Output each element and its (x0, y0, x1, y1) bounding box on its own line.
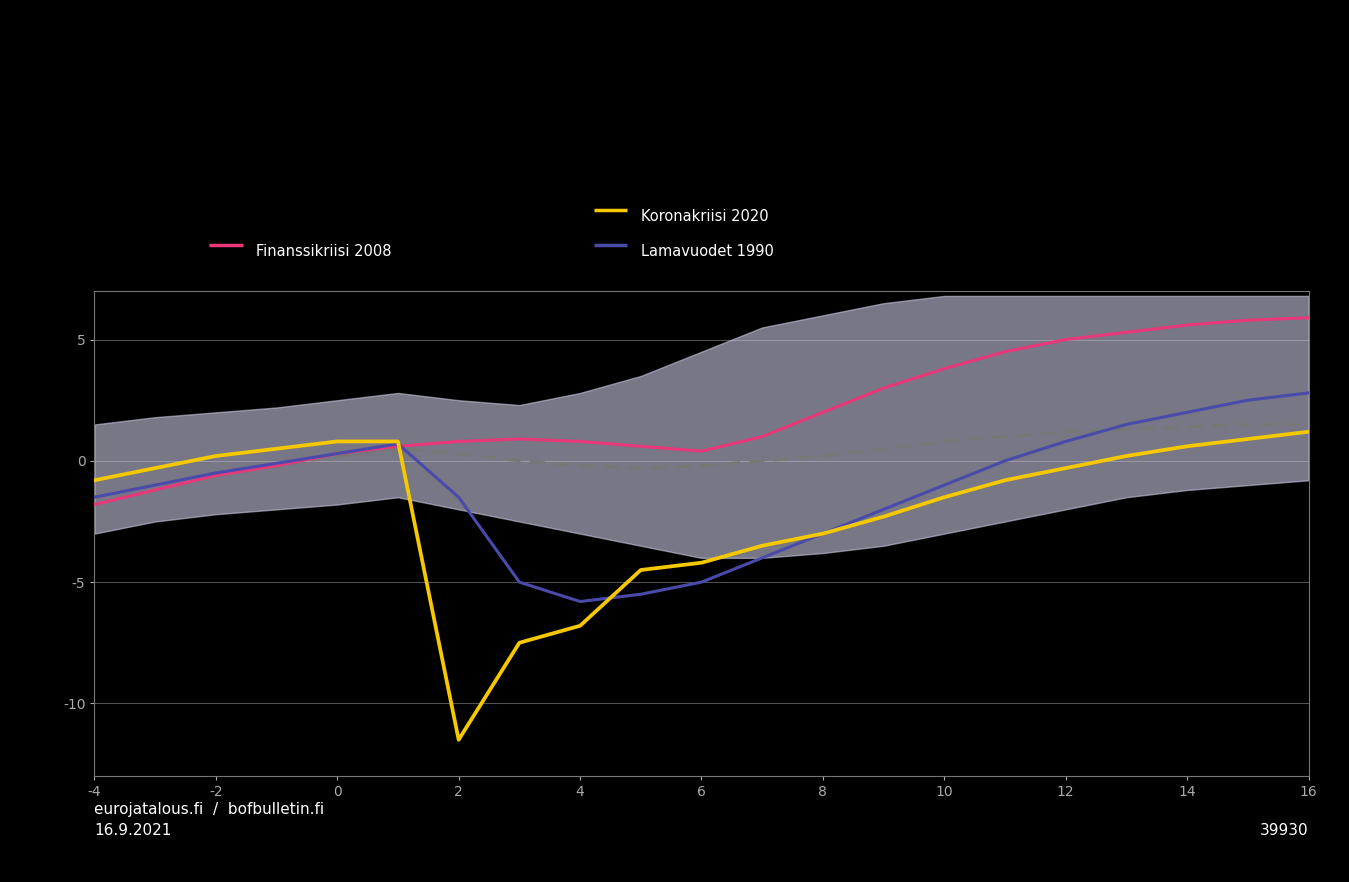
Text: Koronakriisi 2020: Koronakriisi 2020 (641, 208, 769, 224)
Text: eurojatalous.fi  /  bofbulletin.fi
16.9.2021: eurojatalous.fi / bofbulletin.fi 16.9.20… (94, 802, 325, 838)
Text: Lamavuodet 1990: Lamavuodet 1990 (641, 243, 773, 259)
Text: 39930: 39930 (1260, 823, 1309, 838)
Text: Finanssikriisi 2008: Finanssikriisi 2008 (256, 243, 391, 259)
